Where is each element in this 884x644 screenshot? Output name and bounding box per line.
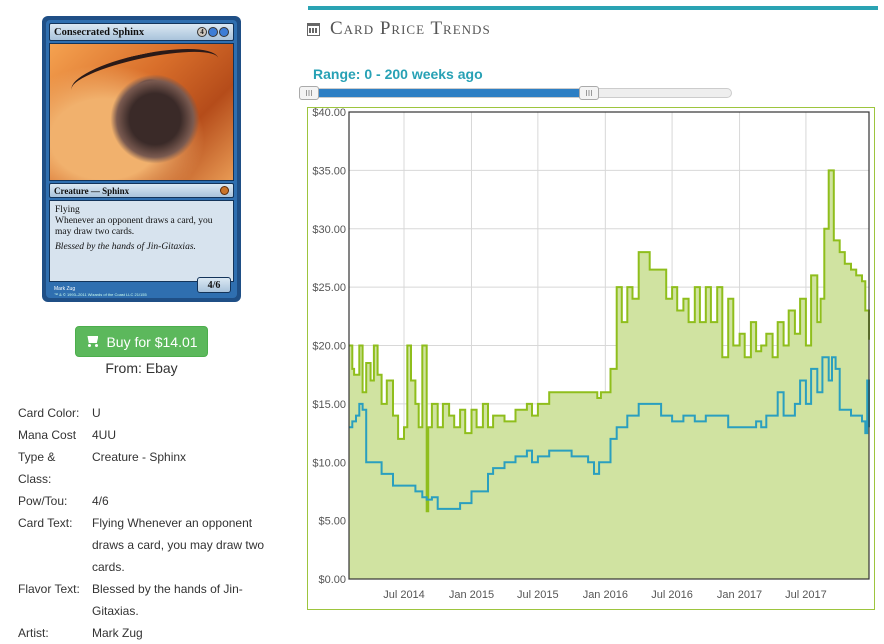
detail-value: Mark Zug [92,626,143,640]
x-tick-label: Jan 2017 [717,589,762,601]
detail-row-artist: Artist: Mark Zug [18,622,278,644]
card-type-bar: Creature — Sphinx [49,183,234,198]
panel-top-rule [308,6,878,10]
detail-label: Flavor Text: [18,582,80,596]
card-type-line: Creature — Sphinx [54,185,130,196]
panel-title-text: Card Price Trends [330,18,491,39]
detail-row-pow-tou: Pow/Tou: 4/6 [18,490,278,512]
detail-value: U [92,406,101,420]
detail-label: Type & Class: [18,450,56,486]
mana-cost-symbols: 4 [197,27,229,37]
y-tick-label: $35.00 [312,165,346,177]
set-symbol-icon [220,186,229,195]
series-line-blue [349,356,870,510]
card-image: Consecrated Sphinx 4 Creature — Sphinx F… [42,16,241,302]
card-text-box: Flying Whenever an opponent draws a card… [49,200,234,282]
price-chart-svg: $0.00 $5.00 $10.00 $15.00 $20.00 $25.00 $30.00… [312,108,870,601]
detail-value: Blessed by the hands of Jin-Gitaxias. [92,582,243,618]
range-slider-fill [305,89,592,97]
x-tick-label: Jan 2016 [583,589,628,601]
calendar-icon [307,22,320,36]
card-name: Consecrated Sphinx [54,26,145,38]
detail-value: 4/6 [92,494,109,508]
mana-generic-icon: 4 [197,27,207,37]
detail-label: Card Color: [18,406,80,420]
range-label: Range: 0 - 200 weeks ago [313,66,483,82]
card-copyright: ™ & © 1993–2011 Wizards of the Coast LLC… [54,292,147,297]
detail-row-color: Card Color: U [18,402,278,424]
range-slider-min-handle[interactable] [299,86,319,100]
y-tick-label: $5.00 [318,516,346,528]
detail-row-type: Type & Class: Creature - Sphinx [18,446,278,490]
detail-row-card-text: Card Text: Flying Whenever an opponent d… [18,512,278,578]
detail-label: Card Text: [18,516,73,530]
series-area-fill [349,170,869,579]
price-chart: $0.00 $5.00 $10.00 $15.00 $20.00 $25.00 $30.00… [307,107,875,610]
y-tick-label: $20.00 [312,341,346,353]
detail-label: Pow/Tou: [18,494,68,508]
x-tick-label: Jul 2017 [785,589,827,601]
card-artist-credit: Mark Zug [54,286,76,292]
mana-blue-icon [208,27,218,37]
x-tick-label: Jan 2015 [449,589,494,601]
x-tick-label: Jul 2014 [383,589,425,601]
buy-button[interactable]: Buy for $14.01 [75,326,208,357]
y-tick-label: $15.00 [312,399,346,411]
card-details: Card Color: U Mana Cost 4UU Type & Class… [18,402,278,644]
y-tick-label: $40.00 [312,108,346,119]
card-artwork [49,43,234,181]
detail-label: Artist: [18,626,49,640]
plot-border [348,111,870,580]
seller-label: From: Ebay [105,360,178,376]
buy-button-label: Buy for $14.01 [106,333,198,350]
card-rules-text: Flying Whenever an opponent draws a card… [55,205,213,237]
detail-row-flavor-text: Flavor Text: Blessed by the hands of Jin… [18,578,278,622]
card-frame: Consecrated Sphinx 4 Creature — Sphinx F… [46,20,237,298]
card-power-toughness: 4/6 [197,277,231,293]
mana-blue-icon [219,27,229,37]
range-slider[interactable] [299,86,732,100]
detail-value: Flying Whenever an opponent draws a card… [92,516,265,574]
detail-row-mana-cost: Mana Cost 4UU [18,424,278,446]
x-tick-label: Jul 2016 [651,589,693,601]
detail-label: Mana Cost [18,428,77,442]
y-tick-label: $0.00 [318,574,346,586]
panel-title: Card Price Trends [307,18,491,40]
card-name-bar: Consecrated Sphinx 4 [49,23,234,41]
y-tick-label: $30.00 [312,224,346,236]
detail-value: Creature - Sphinx [92,450,187,464]
detail-value: 4UU [92,428,117,442]
y-tick-label: $10.00 [312,457,346,469]
range-slider-max-handle[interactable] [579,86,600,100]
series-line-green [349,169,870,513]
shopping-cart-icon [85,335,100,348]
x-tick-label: Jul 2015 [517,589,559,601]
card-flavor-text: Blessed by the hands of Jin-Gitaxias. [55,242,196,252]
y-tick-label: $25.00 [312,282,346,294]
